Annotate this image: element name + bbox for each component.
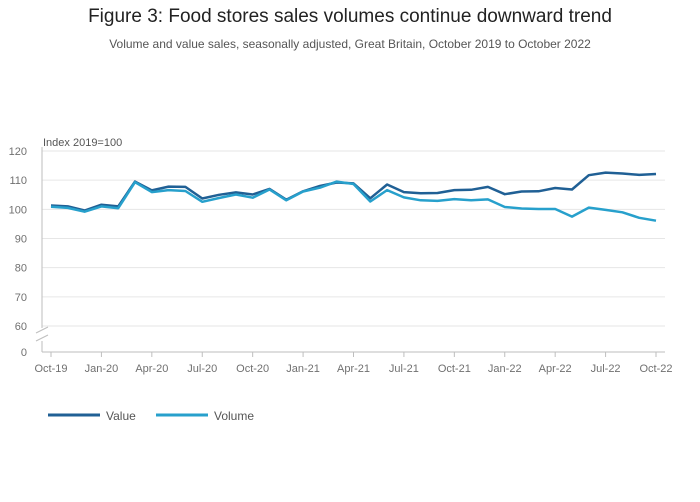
legend-label-volume: Volume xyxy=(214,409,254,423)
axes xyxy=(35,147,665,353)
series-line-volume xyxy=(50,180,657,222)
x-tick-label: Apr-21 xyxy=(337,363,370,375)
chart-subtitle: Volume and value sales, seasonally adjus… xyxy=(109,37,591,51)
x-tick-label: Jan-21 xyxy=(286,363,320,375)
y-tick-label: 110 xyxy=(9,175,27,187)
x-tick-label: Oct-20 xyxy=(236,363,269,375)
x-tick-label: Jan-22 xyxy=(488,363,522,375)
legend-label-value: Value xyxy=(106,409,136,423)
gridlines xyxy=(42,150,665,327)
y-axis-ticks: 0 60 70 80 90 100 110 120 xyxy=(9,146,27,359)
x-tick-label: Oct-19 xyxy=(34,363,67,375)
y-tick-label: 0 xyxy=(21,347,27,359)
y-tick-label: 120 xyxy=(9,146,27,158)
x-tick-label: Jul-20 xyxy=(187,363,217,375)
y-tick-label: 60 xyxy=(15,321,27,333)
x-tick-label: Oct-21 xyxy=(438,363,471,375)
x-axis-ticks: Oct-19 Jan-20 Apr-20 Jul-20 Oct-20 Jan-21 Apr-… xyxy=(34,352,673,375)
x-tick-label: Jul-21 xyxy=(389,363,419,375)
y-tick-label: 90 xyxy=(15,234,27,246)
chart-title: Figure 3: Food stores sales volumes cont… xyxy=(88,6,612,27)
axis-break-mark xyxy=(35,326,49,342)
legend: Value Volume xyxy=(48,409,254,423)
x-tick-label: Apr-22 xyxy=(539,363,572,375)
series-lines xyxy=(50,171,657,222)
y-tick-label: 80 xyxy=(15,263,27,275)
x-tick-label: Apr-20 xyxy=(135,363,168,375)
series-line-value xyxy=(50,171,657,212)
x-tick-label: Jan-20 xyxy=(85,363,119,375)
x-tick-label: Jul-22 xyxy=(591,363,621,375)
x-tick-label: Oct-22 xyxy=(639,363,672,375)
y-tick-label: 70 xyxy=(15,292,27,304)
y-unit-label: Index 2019=100 xyxy=(43,137,122,149)
y-tick-label: 100 xyxy=(9,204,27,216)
